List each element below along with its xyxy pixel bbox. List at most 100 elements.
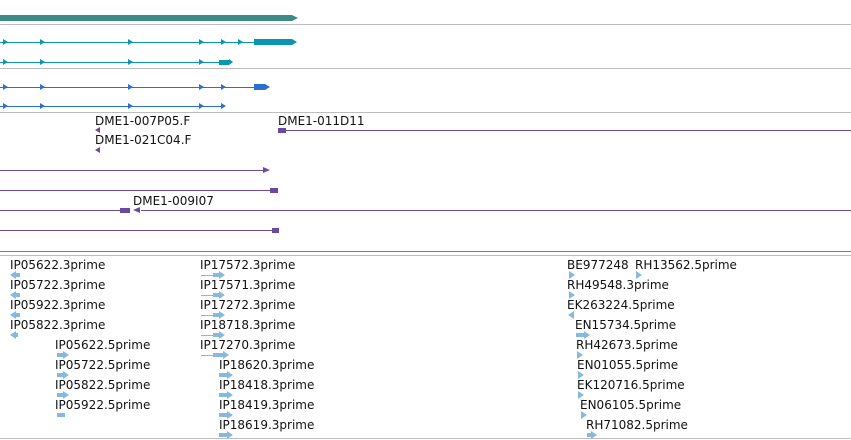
est-feature[interactable] bbox=[10, 291, 16, 299]
exon-marker-icon bbox=[128, 39, 133, 45]
est-label[interactable]: RH42673.5prime bbox=[576, 338, 678, 352]
est-label[interactable]: IP05922.3prime bbox=[10, 298, 106, 312]
est-feature[interactable] bbox=[568, 311, 574, 319]
gene-bar[interactable] bbox=[0, 15, 292, 21]
clone-label[interactable]: DME1-007P05.F bbox=[95, 114, 191, 128]
est-feature[interactable] bbox=[219, 393, 227, 397]
est-feature[interactable] bbox=[227, 431, 233, 439]
est-feature[interactable] bbox=[227, 411, 233, 419]
clone-label[interactable]: DME1-009I07 bbox=[133, 194, 214, 208]
est-label[interactable]: IP18619.3prime bbox=[219, 418, 315, 432]
est-feature[interactable] bbox=[219, 291, 225, 299]
est-feature[interactable] bbox=[201, 355, 213, 356]
est-label[interactable]: IP18718.3prime bbox=[200, 318, 296, 332]
est-label[interactable]: IP18419.3prime bbox=[219, 398, 315, 412]
est-feature[interactable] bbox=[569, 291, 575, 299]
est-label[interactable]: IP05722.5prime bbox=[55, 358, 151, 372]
est-label[interactable]: IP18620.3prime bbox=[219, 358, 315, 372]
est-feature[interactable] bbox=[16, 313, 20, 317]
est-feature[interactable] bbox=[16, 333, 18, 337]
est-feature[interactable] bbox=[57, 373, 63, 377]
est-label[interactable]: IP17272.3prime bbox=[200, 298, 296, 312]
est-label[interactable]: EK120716.5prime bbox=[577, 378, 685, 392]
est-label[interactable]: IP17571.3prime bbox=[200, 278, 296, 292]
est-feature[interactable] bbox=[213, 293, 219, 297]
est-feature[interactable] bbox=[223, 351, 229, 359]
est-feature[interactable] bbox=[578, 391, 584, 399]
est-feature[interactable] bbox=[10, 331, 16, 339]
est-label[interactable]: IP05622.5prime bbox=[55, 338, 151, 352]
est-feature[interactable] bbox=[591, 431, 597, 439]
clone-span-line[interactable] bbox=[286, 130, 851, 131]
est-feature[interactable] bbox=[576, 333, 584, 337]
est-feature[interactable] bbox=[219, 373, 227, 377]
est-feature[interactable] bbox=[213, 273, 219, 277]
est-label[interactable]: IP05822.5prime bbox=[55, 378, 151, 392]
est-label[interactable]: EK263224.5prime bbox=[567, 298, 675, 312]
est-feature[interactable] bbox=[201, 295, 213, 296]
est-label[interactable]: EN06105.5prime bbox=[580, 398, 682, 412]
gene-strand-arrow bbox=[292, 15, 298, 21]
est-feature[interactable] bbox=[584, 331, 590, 339]
transcript-exon[interactable] bbox=[219, 60, 229, 65]
transcript-track-b bbox=[0, 69, 851, 112]
est-label[interactable]: IP05822.3prime bbox=[10, 318, 106, 332]
est-label[interactable]: RH49548.3prime bbox=[567, 278, 669, 292]
est-feature[interactable] bbox=[10, 311, 16, 319]
clone-end-icon bbox=[263, 167, 270, 173]
est-feature[interactable] bbox=[569, 271, 575, 279]
track-divider bbox=[0, 438, 851, 439]
clone-span-line[interactable] bbox=[141, 210, 851, 211]
est-label[interactable]: EN01055.5prime bbox=[577, 358, 679, 372]
est-label[interactable]: IP05622.3prime bbox=[10, 258, 106, 272]
clone-span-line[interactable] bbox=[0, 190, 270, 191]
est-feature[interactable] bbox=[213, 333, 219, 337]
est-label[interactable]: RH71082.5prime bbox=[586, 418, 688, 432]
est-feature[interactable] bbox=[227, 371, 233, 379]
est-feature[interactable] bbox=[577, 351, 583, 359]
est-feature[interactable] bbox=[636, 271, 642, 279]
est-feature[interactable] bbox=[57, 413, 65, 417]
est-feature[interactable] bbox=[578, 371, 584, 379]
est-feature[interactable] bbox=[587, 433, 591, 437]
est-feature[interactable] bbox=[219, 433, 227, 437]
est-feature[interactable] bbox=[219, 331, 225, 339]
est-track: IP05622.3prime IP05722.3prime IP05922.3p… bbox=[0, 256, 851, 440]
est-feature[interactable] bbox=[213, 353, 223, 357]
clone-label[interactable]: DME1-011D11 bbox=[278, 114, 365, 128]
est-label[interactable]: IP18418.3prime bbox=[219, 378, 315, 392]
est-feature[interactable] bbox=[227, 391, 233, 399]
est-label[interactable]: IP17572.3prime bbox=[200, 258, 296, 272]
clone-span-line[interactable] bbox=[0, 210, 120, 211]
est-feature[interactable] bbox=[63, 351, 69, 359]
est-label[interactable]: IP17270.3prime bbox=[200, 338, 296, 352]
est-feature[interactable] bbox=[581, 411, 587, 419]
clone-span-line[interactable] bbox=[0, 230, 272, 231]
est-label[interactable]: EN15734.5prime bbox=[575, 318, 677, 332]
est-feature[interactable] bbox=[57, 353, 63, 357]
clone-label[interactable]: DME1-021C04.F bbox=[95, 133, 192, 147]
clone-end-icon bbox=[95, 127, 100, 133]
est-feature[interactable] bbox=[16, 293, 20, 297]
est-label[interactable]: IP05922.5prime bbox=[55, 398, 151, 412]
est-feature[interactable] bbox=[201, 315, 213, 316]
transcript-exon[interactable] bbox=[254, 39, 292, 45]
est-feature[interactable] bbox=[10, 271, 16, 279]
est-feature[interactable] bbox=[63, 391, 69, 399]
gene-track bbox=[0, 0, 851, 24]
est-feature[interactable] bbox=[201, 275, 213, 276]
est-feature[interactable] bbox=[219, 271, 225, 279]
est-feature[interactable] bbox=[219, 311, 225, 319]
est-feature[interactable] bbox=[57, 393, 63, 397]
est-feature[interactable] bbox=[219, 413, 227, 417]
est-feature[interactable] bbox=[63, 371, 69, 379]
est-label[interactable]: IP05722.3prime bbox=[10, 278, 106, 292]
clone-span-line[interactable] bbox=[0, 170, 264, 171]
est-label[interactable]: BE977248 bbox=[567, 258, 629, 272]
est-feature[interactable] bbox=[213, 313, 219, 317]
track-divider bbox=[0, 112, 851, 113]
est-label[interactable]: RH13562.5prime bbox=[635, 258, 737, 272]
transcript-exon[interactable] bbox=[254, 84, 265, 90]
est-feature[interactable] bbox=[16, 273, 20, 277]
est-feature[interactable] bbox=[201, 335, 213, 336]
